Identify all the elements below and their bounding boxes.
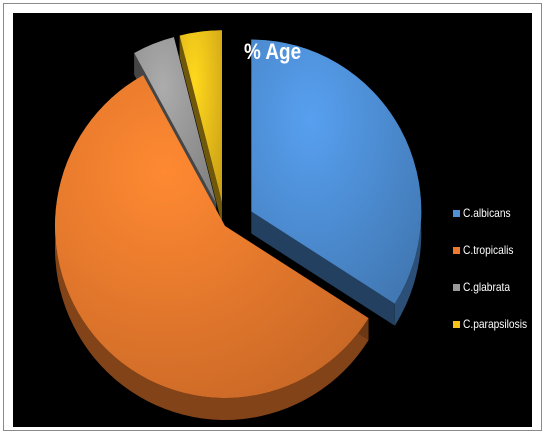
legend-item: C.parapsilosis xyxy=(453,317,538,331)
legend-label: C.albicans xyxy=(463,206,511,220)
pie-slice-c-tropicalis xyxy=(54,75,369,399)
chart-frame: % Age C.albicans C.tropicalis C.glabrata C.… xyxy=(3,3,542,431)
legend-swatch xyxy=(453,209,460,217)
legend: C.albicans C.tropicalis C.glabrata C.paraps… xyxy=(453,206,538,354)
legend-swatch xyxy=(453,283,460,291)
legend-item: C.glabrata xyxy=(453,280,538,294)
pie-slice-c-glabrata xyxy=(134,37,217,204)
pie-slice-c-parapsilosis xyxy=(179,30,222,203)
pie-chart xyxy=(54,30,422,421)
legend-label: C.tropicalis xyxy=(463,243,514,257)
legend-item: C.tropicalis xyxy=(453,243,538,257)
chart-title: % Age xyxy=(244,39,302,64)
legend-item: C.albicans xyxy=(453,206,538,220)
legend-label: C.glabrata xyxy=(463,280,511,294)
legend-label: C.parapsilosis xyxy=(463,317,528,331)
legend-swatch xyxy=(453,246,460,254)
plot-area: % Age C.albicans C.tropicalis C.glabrata C.… xyxy=(13,13,532,427)
legend-swatch xyxy=(453,320,460,328)
pie-slice-c-albicans xyxy=(251,39,422,304)
